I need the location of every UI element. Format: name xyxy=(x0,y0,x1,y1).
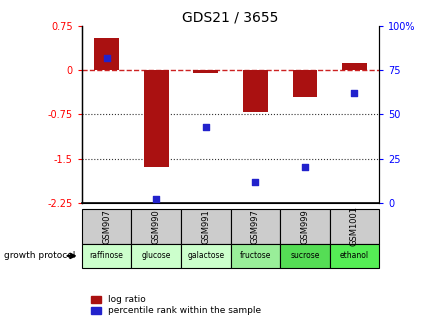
Point xyxy=(202,124,209,129)
Bar xyxy=(341,63,366,70)
Text: GSM990: GSM990 xyxy=(151,209,160,244)
Text: percentile rank within the sample: percentile rank within the sample xyxy=(108,306,260,315)
Bar xyxy=(193,70,218,73)
Text: GSM997: GSM997 xyxy=(250,209,259,244)
Text: GSM1001: GSM1001 xyxy=(349,206,358,247)
Text: log ratio: log ratio xyxy=(108,295,145,304)
Point xyxy=(350,91,357,96)
Point xyxy=(152,197,159,202)
Bar xyxy=(243,70,267,112)
Text: glucose: glucose xyxy=(141,251,171,260)
Text: sucrose: sucrose xyxy=(289,251,319,260)
Bar xyxy=(94,38,119,70)
Text: GSM999: GSM999 xyxy=(300,209,309,244)
Text: ethanol: ethanol xyxy=(339,251,368,260)
Text: GSM907: GSM907 xyxy=(102,209,111,244)
Bar xyxy=(292,70,316,97)
Text: galactose: galactose xyxy=(187,251,224,260)
Text: raffinose: raffinose xyxy=(89,251,123,260)
Title: GDS21 / 3655: GDS21 / 3655 xyxy=(182,11,278,25)
Point xyxy=(103,55,110,60)
Point xyxy=(301,165,308,170)
Text: GSM991: GSM991 xyxy=(201,209,210,244)
Bar xyxy=(144,70,168,167)
Text: fructose: fructose xyxy=(239,251,270,260)
Point xyxy=(251,179,258,184)
Text: growth protocol: growth protocol xyxy=(4,251,76,260)
